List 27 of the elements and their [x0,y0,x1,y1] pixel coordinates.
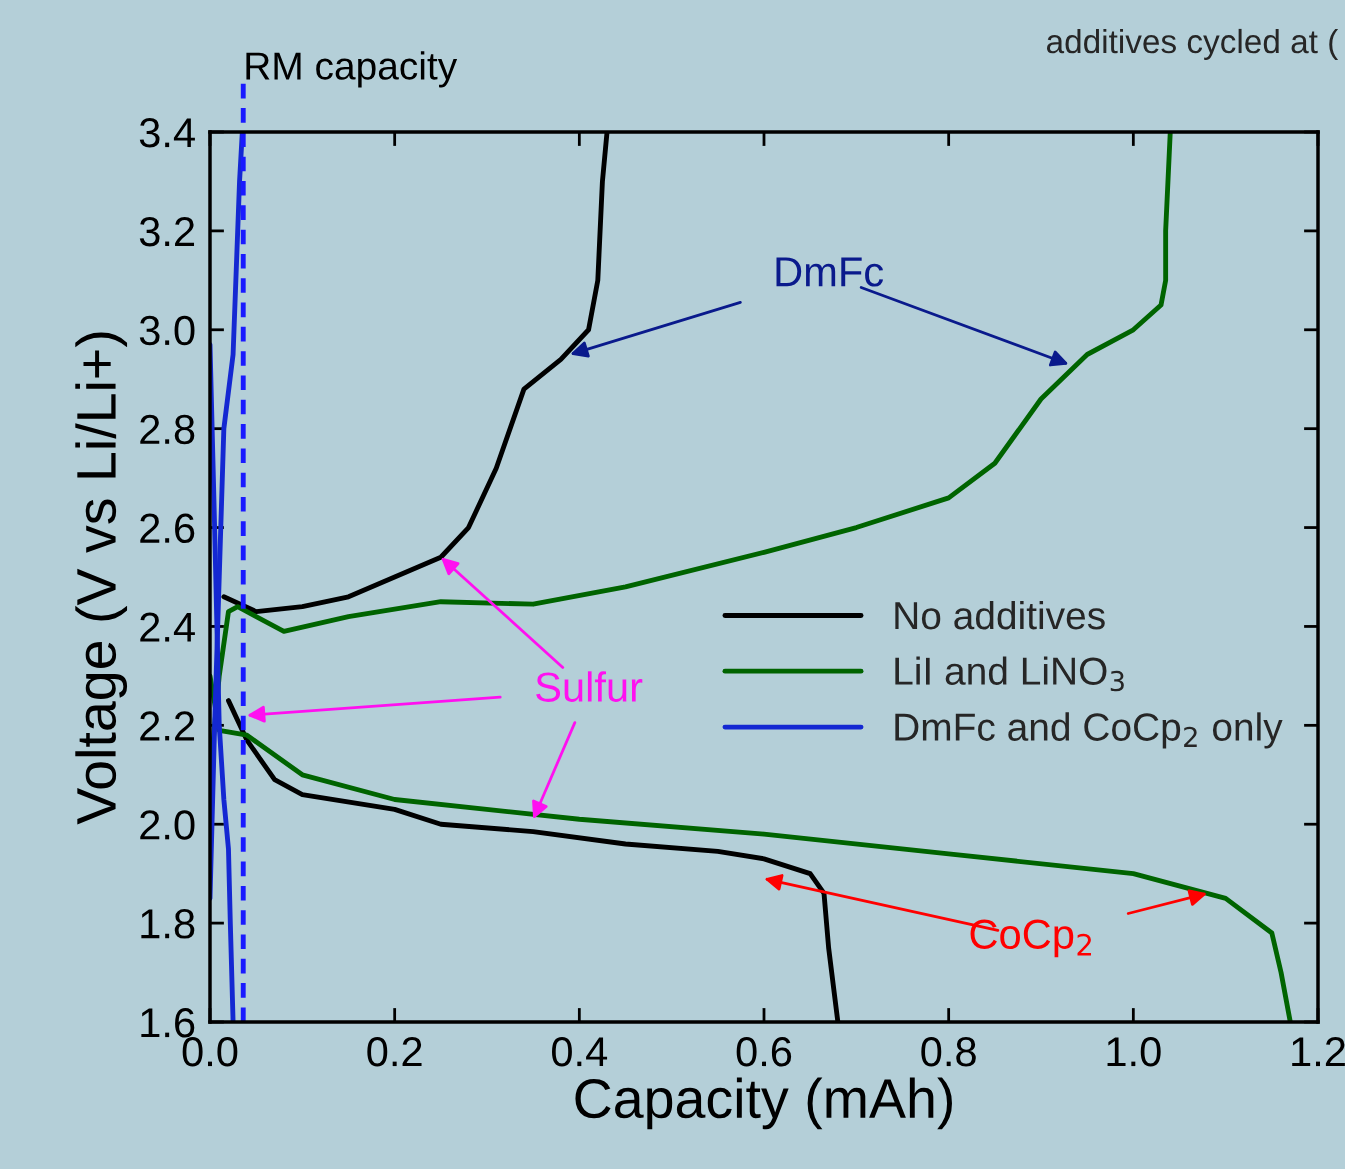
y-tick-label: 2.8 [140,414,195,445]
x-tick-label: 0.8 [921,1036,976,1067]
x-tick-label: 0.2 [367,1036,422,1067]
y-tick-label: 3.4 [139,118,195,148]
ref-line-label: RM capacity [246,51,458,88]
x-tick-label: 0.0 [182,1036,238,1067]
text: additives cycled at ( [1046,28,1339,60]
y-tick-label: 2.4 [140,612,195,642]
annotation: CoCp$_{2}$ [970,919,1091,958]
legend-label: LiI and LiNO$_{3}$ [895,656,1124,692]
x-axis-title: Capacity (mAh) [575,1077,952,1130]
y-tick-label: 3.2 [139,216,195,247]
y-tick-label: 2.6 [140,513,195,544]
legend-label: No additives [895,600,1105,630]
annotation: DmFc [776,257,884,287]
x-tick-label: 0.4 [552,1036,608,1067]
y-tick-label: 3.0 [139,315,195,346]
y-tick-label: 2.2 [140,711,195,741]
y-tick-label: 1.8 [141,909,195,939]
y-axis-title: Voltage (V vs Li/Li+) [75,332,128,825]
legend-label: DmFc and CoCp$_{2}$ only [895,712,1283,749]
y-tick-label: 2.0 [140,810,195,840]
y-tick-label: 1.6 [141,1008,195,1038]
annotation: Sulfur [536,671,643,702]
x-tick-label: 1.2 [1292,1036,1345,1067]
x-tick-label: 1.0 [1107,1036,1161,1067]
x-tick-label: 0.6 [736,1036,792,1067]
